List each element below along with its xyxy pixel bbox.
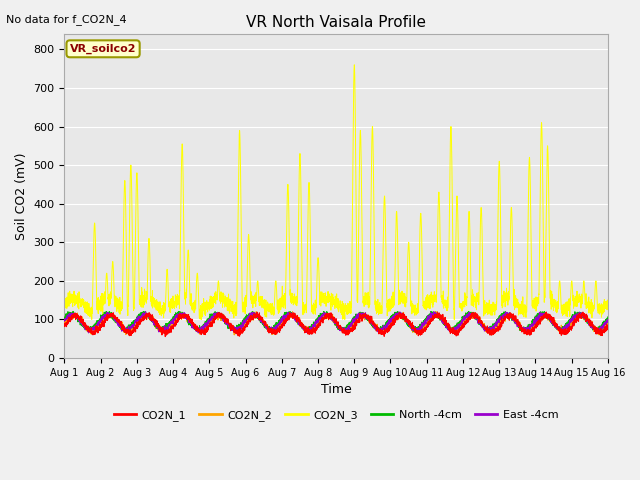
Y-axis label: Soil CO2 (mV): Soil CO2 (mV) xyxy=(15,152,28,240)
Title: VR North Vaisala Profile: VR North Vaisala Profile xyxy=(246,15,426,30)
Text: No data for f_CO2N_4: No data for f_CO2N_4 xyxy=(6,14,127,25)
X-axis label: Time: Time xyxy=(321,383,351,396)
Legend: CO2N_1, CO2N_2, CO2N_3, North -4cm, East -4cm: CO2N_1, CO2N_2, CO2N_3, North -4cm, East… xyxy=(109,406,563,425)
Text: VR_soilco2: VR_soilco2 xyxy=(70,44,136,54)
